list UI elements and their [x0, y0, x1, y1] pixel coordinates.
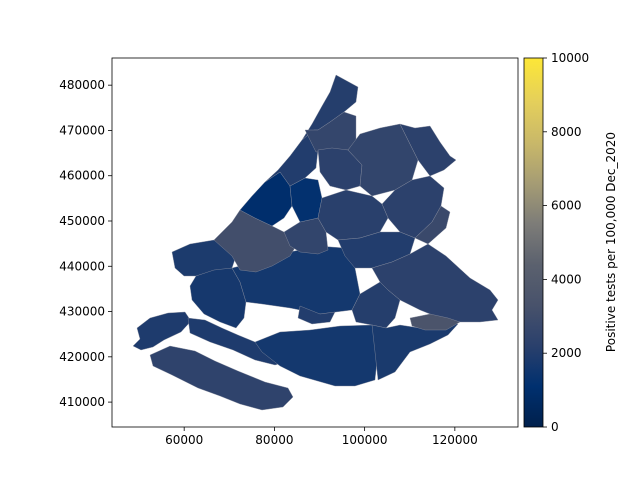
region-leiden-area: [289, 177, 323, 223]
y-tick-label: 450000: [59, 214, 105, 228]
x-tick-label: 80000: [255, 433, 293, 447]
y-tick-label: 420000: [59, 350, 105, 364]
region-zwijndrecht: [297, 305, 336, 325]
y-tick-label: 470000: [59, 123, 105, 137]
map-regions: [132, 74, 499, 411]
region-alphen: [347, 123, 419, 197]
x-tick-label: 120000: [432, 433, 478, 447]
y-tick-label: 430000: [59, 305, 105, 319]
y-tick-label: 460000: [59, 169, 105, 183]
x-tick-label: 100000: [342, 433, 388, 447]
colorbar-label: Positive tests per 100,000 Dec_2020: [604, 132, 618, 352]
y-axis-ticks: 410000 420000 430000 440000 450000 460000 4700…: [59, 78, 112, 409]
region-hoeksche-waard: [254, 324, 379, 387]
colorbar-tick-label: 0: [551, 420, 559, 434]
colorbar-tick-label: 2000: [551, 346, 582, 360]
colorbar-tick-label: 6000: [551, 199, 582, 213]
colorbar-tick-label: 8000: [551, 125, 582, 139]
colorbar: [523, 57, 544, 428]
region-goeree-overflakkee: [149, 345, 294, 411]
y-tick-label: 480000: [59, 78, 105, 92]
region-voorne-putten-west: [132, 311, 192, 351]
y-tick-label: 440000: [59, 259, 105, 273]
region-maassluis-area: [189, 267, 247, 329]
colorbar-tick-label: 4000: [551, 272, 582, 286]
y-tick-label: 410000: [59, 395, 105, 409]
colorbar-tick-label: 10000: [551, 51, 589, 65]
region-molenlanden: [351, 281, 401, 329]
x-axis-ticks: 60000 80000 100000 120000: [165, 427, 478, 447]
region-bodegraven: [399, 123, 457, 177]
plot-frame: [111, 57, 519, 428]
x-tick-label: 60000: [165, 433, 203, 447]
region-dordrecht: [371, 321, 459, 381]
region-alblasserwaard-hotspot: [409, 313, 461, 331]
colorbar-ticks: 0 2000 4000 6000 8000 10000: [543, 51, 589, 434]
region-zuidplas: [317, 189, 389, 241]
